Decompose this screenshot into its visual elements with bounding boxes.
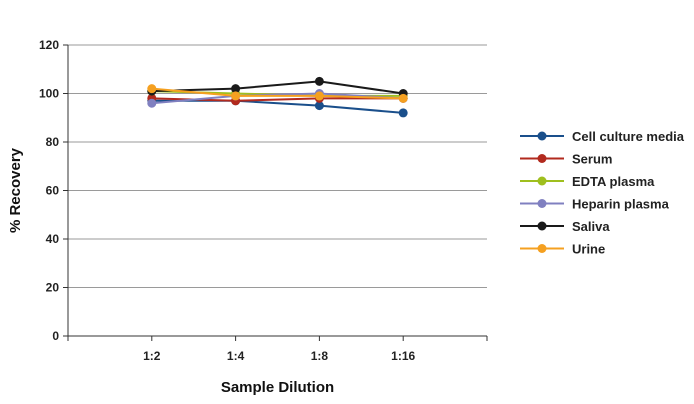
x-axis-ticks: 1:2 1:4 1:8 1:16: [67, 336, 488, 363]
legend-label: Heparin plasma: [572, 197, 670, 212]
y-tick-label: 0: [52, 329, 59, 343]
y-axis-ticks: 0 20 40 60 80 100 120: [39, 38, 68, 343]
data-point: [314, 76, 324, 86]
y-tick-label: 100: [39, 87, 59, 101]
legend-swatch-marker: [537, 199, 547, 208]
data-point: [147, 98, 157, 108]
y-tick-label: 120: [39, 38, 59, 52]
legend-label: Serum: [572, 152, 612, 167]
legend-swatch-marker: [537, 176, 547, 186]
x-axis-title: Sample Dilution: [221, 379, 334, 396]
data-point: [231, 84, 241, 94]
y-axis-title: % Recovery: [7, 147, 24, 233]
data-point: [231, 91, 241, 101]
data-point: [398, 93, 408, 103]
series-group: [147, 76, 408, 118]
legend-item: Saliva: [520, 219, 610, 234]
legend-item: Serum: [520, 152, 612, 167]
y-tick-label: 40: [46, 232, 60, 246]
legend-item: EDTA plasma: [520, 174, 655, 189]
y-tick-label: 60: [46, 184, 60, 198]
legend-swatch-marker: [537, 244, 547, 253]
series-line: [151, 87, 404, 100]
legend: Cell culture media Serum EDTA plasma Hepari…: [520, 129, 685, 257]
legend-swatch-marker: [537, 131, 547, 141]
legend-item: Cell culture media: [520, 129, 685, 144]
series-urine: [147, 84, 408, 103]
y-tick-label: 20: [46, 281, 60, 295]
series-line: [151, 92, 404, 105]
x-tick-label: 1:16: [391, 349, 415, 363]
series-line: [151, 80, 404, 95]
data-point: [147, 84, 157, 94]
grid-lines: [68, 44, 487, 288]
legend-item: Urine: [520, 242, 605, 257]
series-line: [151, 99, 404, 114]
legend-item: Heparin plasma: [520, 197, 670, 212]
data-point: [314, 91, 324, 101]
legend-swatch-marker: [537, 154, 547, 163]
legend-label: Saliva: [572, 219, 610, 234]
y-tick-label: 80: [46, 135, 60, 149]
data-point: [314, 101, 324, 111]
legend-label: Cell culture media: [572, 129, 685, 144]
x-tick-label: 1:8: [311, 349, 329, 363]
legend-label: Urine: [572, 242, 605, 257]
x-tick-label: 1:2: [143, 349, 161, 363]
legend-label: EDTA plasma: [572, 174, 655, 189]
legend-swatch-marker: [537, 221, 547, 231]
x-tick-label: 1:4: [227, 349, 245, 363]
data-point: [398, 108, 408, 118]
